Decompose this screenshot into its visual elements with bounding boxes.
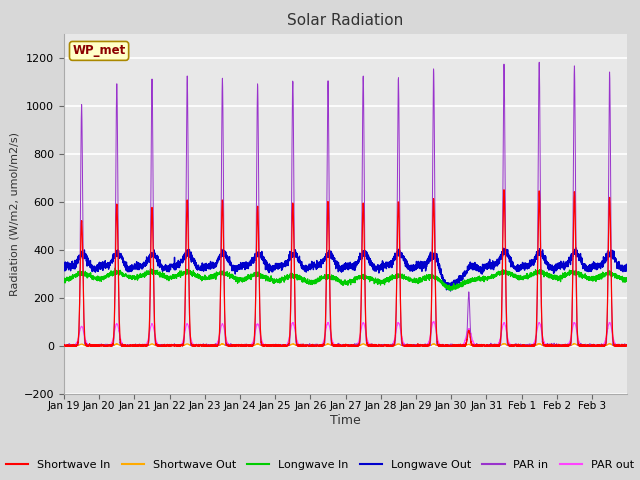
Title: Solar Radiation: Solar Radiation <box>287 13 404 28</box>
Legend: Shortwave In, Shortwave Out, Longwave In, Longwave Out, PAR in, PAR out: Shortwave In, Shortwave Out, Longwave In… <box>2 456 638 474</box>
Y-axis label: Radiation (W/m2, umol/m2/s): Radiation (W/m2, umol/m2/s) <box>10 132 20 296</box>
X-axis label: Time: Time <box>330 414 361 427</box>
Text: WP_met: WP_met <box>72 44 125 58</box>
